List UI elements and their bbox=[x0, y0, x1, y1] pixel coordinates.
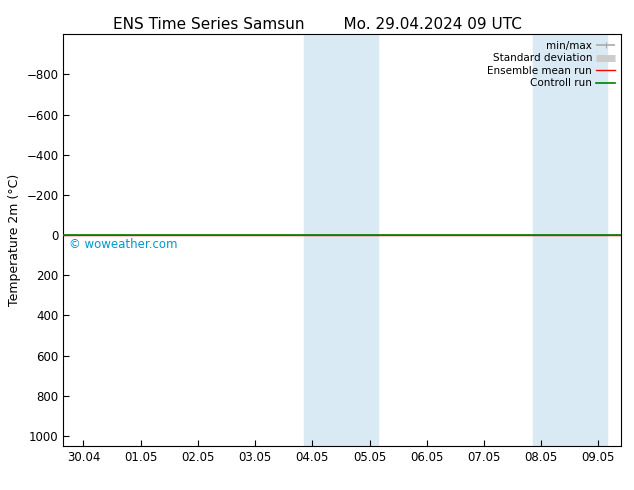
Bar bbox=[304, 34, 378, 446]
Text: ENS Time Series Samsun        Mo. 29.04.2024 09 UTC: ENS Time Series Samsun Mo. 29.04.2024 09… bbox=[113, 17, 521, 32]
Legend: min/max, Standard deviation, Ensemble mean run, Controll run: min/max, Standard deviation, Ensemble me… bbox=[483, 36, 619, 93]
Bar bbox=[533, 34, 607, 446]
Text: © woweather.com: © woweather.com bbox=[69, 238, 178, 251]
Y-axis label: Temperature 2m (°C): Temperature 2m (°C) bbox=[8, 174, 21, 306]
